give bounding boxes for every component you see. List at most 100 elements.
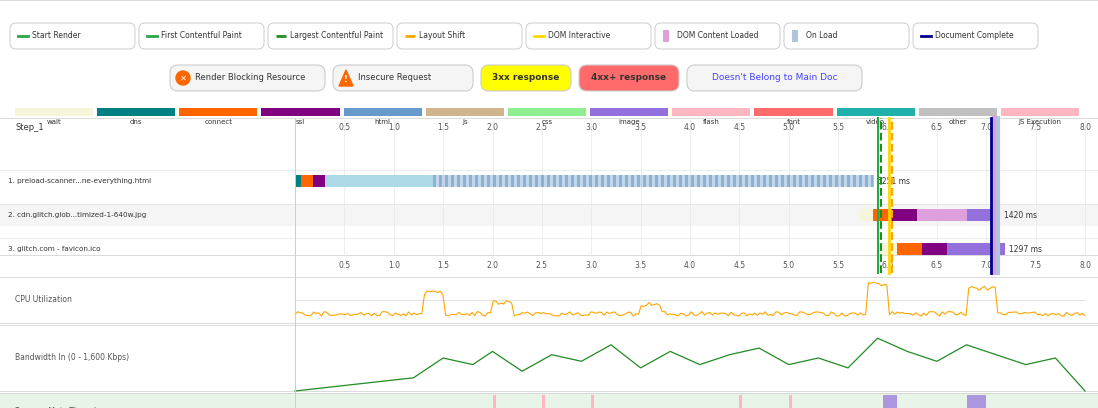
Text: !: !	[344, 75, 348, 84]
Text: 3xx response: 3xx response	[492, 73, 560, 82]
Text: 3.0: 3.0	[585, 124, 597, 133]
Text: 5251 ms: 5251 ms	[876, 177, 909, 186]
Bar	[848, 175, 850, 187]
Bar	[917, 209, 966, 222]
Text: html: html	[374, 119, 391, 125]
Bar	[529, 175, 531, 187]
Bar	[261, 108, 339, 116]
Bar	[883, 395, 887, 408]
Text: Step_1: Step_1	[15, 124, 44, 133]
FancyBboxPatch shape	[268, 23, 393, 49]
Text: Bandwidth In (0 - 1,600 Kbps): Bandwidth In (0 - 1,600 Kbps)	[15, 353, 130, 362]
Bar	[559, 175, 562, 187]
Bar	[578, 175, 580, 187]
FancyBboxPatch shape	[687, 65, 862, 91]
Bar	[787, 175, 789, 187]
Text: 0.5: 0.5	[338, 124, 350, 133]
Text: 7.0: 7.0	[981, 260, 993, 270]
Bar	[583, 175, 585, 187]
Bar	[524, 175, 526, 187]
Text: CPU Utilization: CPU Utilization	[15, 295, 71, 304]
Bar	[805, 175, 808, 187]
Text: css: css	[541, 119, 552, 125]
FancyBboxPatch shape	[579, 65, 679, 91]
Bar	[739, 395, 742, 408]
Bar	[508, 108, 586, 116]
Bar	[656, 175, 658, 187]
Bar	[463, 175, 466, 187]
Text: 6.0: 6.0	[882, 124, 894, 133]
Bar	[439, 175, 441, 187]
Bar	[817, 175, 819, 187]
Bar	[733, 175, 736, 187]
Text: Render Blocking Resource: Render Blocking Resource	[195, 73, 305, 82]
Bar	[721, 175, 724, 187]
FancyBboxPatch shape	[784, 23, 909, 49]
Bar	[837, 108, 915, 116]
Bar	[493, 175, 495, 187]
Text: js: js	[462, 119, 468, 125]
Bar	[877, 243, 897, 255]
Bar	[500, 175, 502, 187]
Bar	[0, 393, 1098, 408]
Bar	[860, 175, 862, 187]
Bar	[836, 175, 838, 187]
Bar	[703, 175, 706, 187]
FancyBboxPatch shape	[526, 23, 651, 49]
Bar	[565, 175, 568, 187]
Text: 1297 ms: 1297 ms	[1009, 245, 1042, 254]
Bar	[590, 108, 669, 116]
Text: font: font	[786, 119, 800, 125]
Text: 2.0: 2.0	[486, 260, 498, 270]
Text: 1.0: 1.0	[388, 124, 400, 133]
Bar	[0, 116, 1098, 255]
Bar	[619, 175, 621, 187]
Bar	[661, 175, 663, 187]
FancyBboxPatch shape	[170, 65, 325, 91]
Bar	[673, 175, 675, 187]
Text: 1.5: 1.5	[437, 260, 449, 270]
Bar	[434, 175, 873, 187]
Text: DOM Content Loaded: DOM Content Loaded	[677, 31, 759, 40]
Bar	[643, 175, 646, 187]
Bar	[919, 108, 997, 116]
Bar	[0, 204, 1098, 226]
Bar	[469, 175, 472, 187]
Bar	[792, 30, 798, 42]
Bar	[893, 209, 917, 222]
Text: 4xx+ response: 4xx+ response	[592, 73, 666, 82]
Text: 3.5: 3.5	[635, 124, 647, 133]
Bar	[649, 175, 651, 187]
Bar	[595, 175, 597, 187]
FancyBboxPatch shape	[333, 65, 473, 91]
Bar	[841, 175, 843, 187]
Bar	[680, 175, 682, 187]
Bar	[590, 175, 592, 187]
Bar	[727, 175, 730, 187]
Bar	[860, 209, 873, 222]
Text: 5.0: 5.0	[783, 260, 795, 270]
Text: 8.0: 8.0	[1079, 124, 1091, 133]
Text: 2.5: 2.5	[536, 124, 548, 133]
Bar	[853, 175, 855, 187]
Text: Largest Contentful Paint: Largest Contentful Paint	[290, 31, 383, 40]
Bar	[637, 175, 640, 187]
Text: 7.0: 7.0	[981, 124, 993, 133]
Text: Doesn't Belong to Main Doc: Doesn't Belong to Main Doc	[712, 73, 838, 82]
Bar	[505, 175, 507, 187]
FancyBboxPatch shape	[139, 23, 264, 49]
Text: 6.5: 6.5	[931, 124, 943, 133]
Bar	[811, 175, 814, 187]
FancyBboxPatch shape	[481, 65, 571, 91]
Bar	[697, 175, 699, 187]
Bar	[754, 108, 832, 116]
Bar	[672, 108, 750, 116]
Text: 1. preload-scanner...ne-everything.html: 1. preload-scanner...ne-everything.html	[8, 178, 152, 184]
Text: 3.5: 3.5	[635, 260, 647, 270]
Bar	[663, 30, 669, 42]
Bar	[692, 175, 694, 187]
Text: Document Complete: Document Complete	[935, 31, 1013, 40]
Bar	[0, 170, 1098, 193]
Bar	[344, 108, 422, 116]
Text: image: image	[618, 119, 640, 125]
